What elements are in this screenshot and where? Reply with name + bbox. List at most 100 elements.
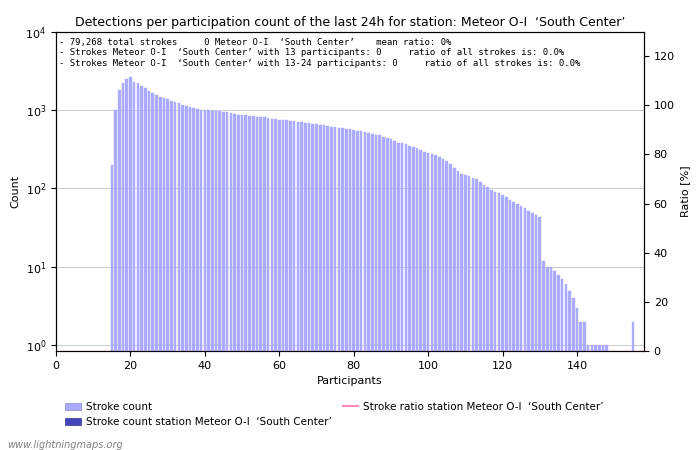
Bar xyxy=(363,132,366,450)
Bar xyxy=(99,369,102,450)
Bar xyxy=(241,115,244,450)
Text: - 79,268 total strokes     0 Meteor O-I  ‘South Center’    mean ratio: 0%
- Stro: - 79,268 total strokes 0 Meteor O-I ‘Sou… xyxy=(59,38,580,68)
Bar xyxy=(230,113,232,450)
Bar xyxy=(580,322,582,450)
Bar xyxy=(468,176,470,450)
Bar xyxy=(159,97,162,450)
Bar xyxy=(85,369,87,450)
Legend: Stroke count, Stroke count station Meteor O-I  ‘South Center’, Stroke ratio stat: Stroke count, Stroke count station Meteo… xyxy=(61,398,608,431)
Bar xyxy=(323,126,326,450)
Bar xyxy=(88,369,91,450)
Bar xyxy=(74,369,76,450)
Bar xyxy=(260,117,262,450)
Bar xyxy=(356,130,358,450)
Bar xyxy=(360,131,363,450)
Bar xyxy=(520,206,522,450)
Bar xyxy=(472,177,474,450)
Bar xyxy=(516,204,519,450)
Bar xyxy=(207,110,210,450)
Bar xyxy=(498,193,500,450)
Bar xyxy=(546,267,549,450)
Bar xyxy=(379,135,381,450)
Bar xyxy=(490,189,493,450)
Bar xyxy=(267,118,270,450)
Bar xyxy=(103,369,106,450)
Bar xyxy=(617,369,620,450)
Bar xyxy=(80,369,83,450)
Bar xyxy=(77,369,80,450)
Text: www.lightningmaps.org: www.lightningmaps.org xyxy=(7,440,122,450)
Bar xyxy=(527,211,530,450)
Bar xyxy=(591,346,593,450)
Bar xyxy=(69,369,72,450)
Bar xyxy=(427,153,430,450)
Bar xyxy=(564,284,567,450)
Bar xyxy=(397,143,400,450)
Bar xyxy=(624,369,626,450)
Bar xyxy=(374,135,377,450)
Bar xyxy=(453,168,456,450)
Bar xyxy=(263,117,266,450)
Bar xyxy=(204,110,206,450)
Bar xyxy=(215,111,217,450)
Bar xyxy=(162,98,165,450)
Bar xyxy=(244,115,247,450)
Bar xyxy=(501,195,504,450)
Bar xyxy=(636,369,638,450)
Bar xyxy=(155,95,158,450)
Bar xyxy=(430,154,433,450)
Bar xyxy=(66,369,69,450)
Bar xyxy=(337,128,340,450)
Bar xyxy=(297,122,299,450)
Bar xyxy=(58,369,61,450)
Bar xyxy=(111,165,113,450)
Bar xyxy=(342,128,344,450)
Bar xyxy=(274,119,277,450)
Bar xyxy=(639,369,642,450)
Bar xyxy=(554,270,556,450)
Bar xyxy=(114,110,117,450)
Bar xyxy=(631,322,634,450)
Bar xyxy=(189,107,191,450)
Bar xyxy=(122,83,125,450)
Bar xyxy=(594,346,597,450)
Bar xyxy=(572,298,575,450)
Bar xyxy=(445,161,448,450)
Y-axis label: Ratio [%]: Ratio [%] xyxy=(680,166,690,217)
Bar xyxy=(486,188,489,450)
Title: Detections per participation count of the last 24h for station: Meteor O-I  ‘Sou: Detections per participation count of th… xyxy=(75,16,625,29)
Bar xyxy=(613,369,615,450)
Bar xyxy=(196,109,199,450)
Bar xyxy=(308,123,310,450)
Bar xyxy=(475,179,478,450)
Bar xyxy=(345,129,348,450)
Bar xyxy=(133,81,136,450)
Bar xyxy=(293,122,295,450)
Bar xyxy=(643,369,645,450)
Bar xyxy=(62,369,64,450)
Bar xyxy=(352,130,355,450)
Bar xyxy=(167,99,169,450)
Bar xyxy=(136,83,139,450)
Bar xyxy=(512,202,515,450)
Bar xyxy=(185,106,188,450)
Bar xyxy=(181,105,184,450)
Bar xyxy=(587,346,589,450)
Bar xyxy=(657,369,660,450)
Bar xyxy=(461,174,463,450)
Bar xyxy=(509,200,511,450)
Bar xyxy=(416,148,419,450)
Bar xyxy=(312,124,314,450)
Bar xyxy=(550,267,552,450)
Bar xyxy=(386,138,389,450)
Bar xyxy=(96,369,98,450)
Bar xyxy=(650,369,652,450)
Bar xyxy=(646,369,649,450)
Bar xyxy=(211,111,214,450)
Bar xyxy=(620,369,623,450)
Bar xyxy=(304,123,307,450)
Bar xyxy=(315,124,318,450)
Bar xyxy=(456,171,459,450)
Bar xyxy=(371,134,374,450)
Bar xyxy=(538,217,541,450)
